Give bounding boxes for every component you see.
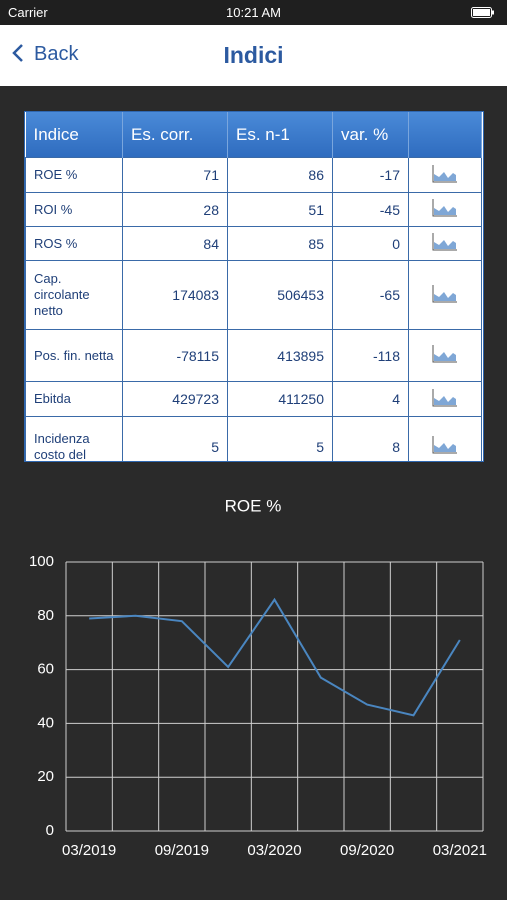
column-header: Indice <box>25 112 123 158</box>
cell: 174083 <box>122 260 228 330</box>
chart: ROE % 0 20 40 60 80 100 03/2019 09/2019 03/2020 0… <box>29 496 487 859</box>
column-header: var. % <box>332 112 409 158</box>
table-body: ROE % 71 86 -17 ROI % 28 51 -45 ROS % 84 85 0 Cap. c… <box>25 157 482 461</box>
back-label: Back <box>34 43 79 65</box>
cell: 71 <box>122 157 228 193</box>
cell: 86 <box>227 157 333 193</box>
back-button[interactable]: Back <box>12 43 78 66</box>
cell: 413895 <box>227 329 333 382</box>
chart-icon <box>432 388 457 406</box>
chart-title: ROE % <box>225 496 282 515</box>
cell: -118 <box>332 329 409 382</box>
y-tick-label: 40 <box>37 714 54 731</box>
chart-icon-cell[interactable] <box>408 157 482 193</box>
chart-icon <box>432 233 457 251</box>
table-row: Incidenza costo del 5 5 8 <box>25 416 482 461</box>
nav-title: Indici <box>223 42 284 68</box>
column-header: Es. corr. <box>122 112 228 158</box>
x-tick-label: 09/2019 <box>155 842 209 859</box>
header-row: Indice Es. corr. Es. n-1 var. % <box>25 112 482 158</box>
chart-icon <box>432 284 457 302</box>
chart-icon-cell[interactable] <box>408 416 482 461</box>
row-label: ROS % <box>25 226 123 261</box>
table-row: ROE % 71 86 -17 <box>25 157 482 193</box>
nav-bar: Back Indici <box>0 25 507 86</box>
back-chevron <box>12 44 23 62</box>
table-row: ROS % 84 85 0 <box>25 226 482 261</box>
cell: 506453 <box>227 260 333 330</box>
y-tick-label: 20 <box>37 768 54 785</box>
line-series <box>89 597 461 717</box>
status-bar: Carrier 10:21 AM <box>0 0 507 25</box>
cell: 4 <box>332 381 409 417</box>
time: 10:21 AM <box>226 5 281 20</box>
cell: 51 <box>227 192 333 227</box>
y-tick-label: 0 <box>46 822 54 839</box>
row-label: ROE % <box>25 157 123 193</box>
cell: 5 <box>227 416 333 461</box>
chart-icon <box>432 199 457 217</box>
chart-icon <box>432 164 457 182</box>
battery <box>471 7 494 18</box>
chart-icon-cell[interactable] <box>408 192 482 227</box>
table-row: Ebitda 429723 411250 4 <box>25 381 482 417</box>
x-tick-label: 03/2021 <box>433 842 487 859</box>
chart-icon <box>432 436 457 454</box>
column-header: Es. n-1 <box>227 112 333 158</box>
column-header-chart <box>408 112 482 158</box>
x-tick-label: 09/2020 <box>340 842 394 859</box>
chart-icon-cell[interactable] <box>408 260 482 330</box>
cell: 8 <box>332 416 409 461</box>
y-tick-label: 100 <box>29 553 54 570</box>
row-label: Cap. circolante netto <box>25 260 123 330</box>
table-panel: Indice Es. corr. Es. n-1 var. % ROE % 71 86 -1… <box>24 111 484 462</box>
cell: -17 <box>332 157 409 193</box>
chart-icon-cell[interactable] <box>408 329 482 382</box>
cell: 429723 <box>122 381 228 417</box>
chart-icon <box>432 345 457 363</box>
cell: 28 <box>122 192 228 227</box>
x-tick-label: 03/2020 <box>247 842 301 859</box>
cell: 84 <box>122 226 228 261</box>
row-label: Ebitda <box>25 381 123 417</box>
cell: -65 <box>332 260 409 330</box>
row-label: Pos. fin. netta <box>25 329 123 382</box>
cell: -78115 <box>122 329 228 382</box>
chart-icon-cell[interactable] <box>408 226 482 261</box>
chart-icon-cell[interactable] <box>408 381 482 417</box>
cell: 5 <box>122 416 228 461</box>
table: Indice Es. corr. Es. n-1 var. % ROE % 71 86 -1… <box>25 112 482 461</box>
carrier: Carrier <box>8 5 48 20</box>
row-label: ROI % <box>25 192 123 227</box>
table-row: ROI % 28 51 -45 <box>25 192 482 227</box>
cell: 411250 <box>227 381 333 417</box>
y-tick-label: 80 <box>37 607 54 624</box>
cell: 85 <box>227 226 333 261</box>
table-row: Cap. circolante netto 174083 506453 -65 <box>25 260 482 330</box>
table-row: Pos. fin. netta -78115 413895 -118 <box>25 329 482 382</box>
cell: 0 <box>332 226 409 261</box>
x-tick-label: 03/2019 <box>62 842 116 859</box>
y-tick-label: 60 <box>37 661 54 678</box>
row-label: Incidenza costo del <box>25 416 123 461</box>
cell: -45 <box>332 192 409 227</box>
